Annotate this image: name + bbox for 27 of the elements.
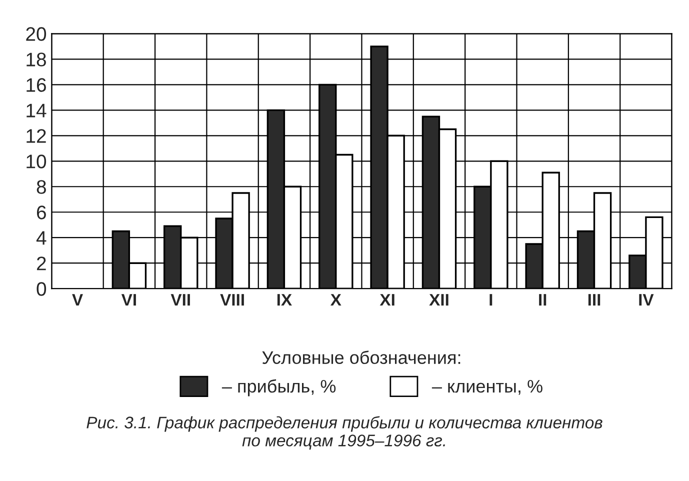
y-tick-label: 8 (36, 180, 46, 194)
x-tick-label: I (490, 294, 492, 306)
x-tick-label: III (588, 294, 600, 306)
x-tick-label: IV (639, 294, 654, 306)
y-tick-label: 2 (36, 256, 46, 270)
x-tick-label: X (330, 294, 342, 306)
text: Рис. 3.1. График распределения прибыли и количества клиентов по месяцам 1995–1996 гг. (86, 416, 602, 450)
legend-title: Условные обозначения: (262, 350, 460, 364)
y-tick-label: 0 (36, 282, 46, 296)
y-tick-label: 6 (36, 206, 46, 220)
x-tick-label: V (72, 294, 83, 306)
legend-label: – клиенты, % (432, 380, 542, 395)
legend-label: – прибыль, % (222, 379, 336, 396)
y-tick-label: 4 (36, 231, 46, 245)
x-tick-label: XII (429, 294, 448, 306)
x-tick-label: VII (170, 294, 190, 306)
y-tick-label: 18 (26, 52, 46, 66)
y-tick-label: 14 (26, 104, 46, 118)
y-tick-label: 12 (26, 129, 46, 143)
x-tick-label: IX (277, 294, 292, 306)
y-tick-label: 20 (26, 27, 46, 41)
y-tick-label: 16 (26, 78, 46, 92)
x-tick-label: VI (121, 294, 136, 306)
x-tick-label: XI (380, 294, 394, 306)
y-tick-label: 10 (26, 154, 46, 168)
x-tick-label: II (539, 294, 546, 306)
x-tick-label: VIII (220, 294, 244, 306)
